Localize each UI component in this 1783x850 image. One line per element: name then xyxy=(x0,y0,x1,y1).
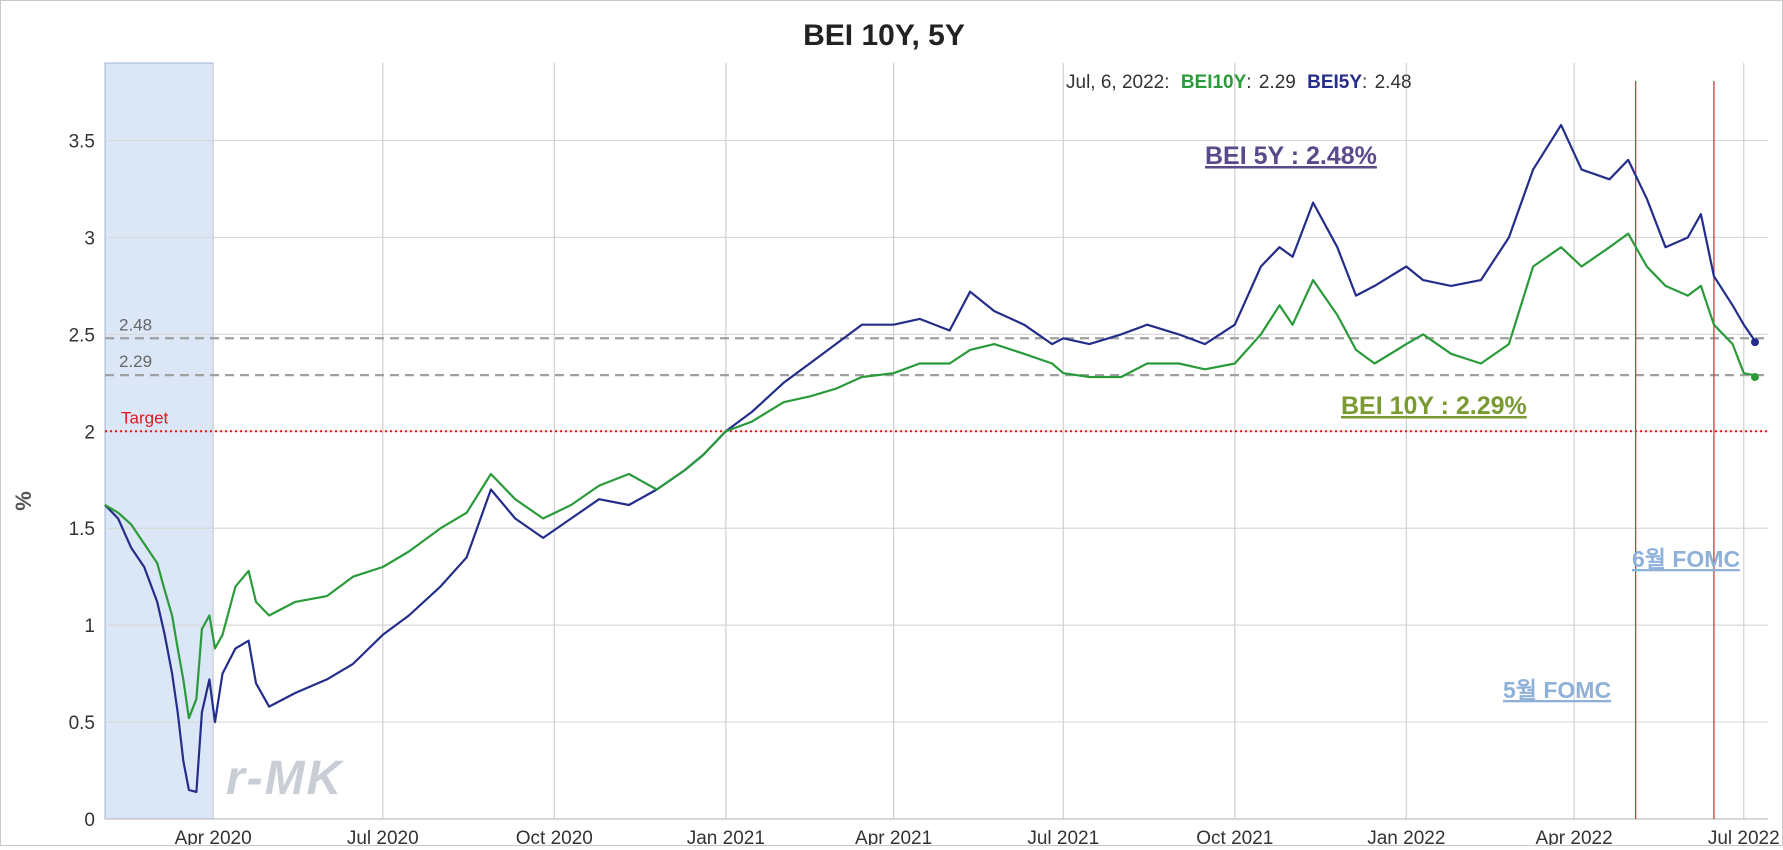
shaded-band xyxy=(104,62,214,820)
series-line-bei5y xyxy=(104,123,1756,793)
x-tick-label: Jul 2020 xyxy=(347,828,419,845)
series-end-marker-bei5y xyxy=(1750,338,1759,347)
reference-line-label: Target xyxy=(121,408,169,427)
series-layer xyxy=(104,123,1759,793)
chart-title: BEI 10Y, 5Y xyxy=(803,19,965,52)
x-tick-label: Jan 2021 xyxy=(687,828,765,845)
x-tick-label: Apr 2020 xyxy=(175,828,252,845)
y-tick-label: 3 xyxy=(84,228,95,249)
readout-bei10y-sep: : xyxy=(1246,72,1251,93)
y-tick-label: 1 xyxy=(84,616,95,637)
readout-bei5y-value: 2.48 xyxy=(1375,72,1412,93)
y-tick-label: 2 xyxy=(84,422,95,443)
callout-bei5y: BEI 5Y : 2.48% xyxy=(1205,142,1377,170)
series-line-bei10y xyxy=(104,232,1756,720)
reference-line-label: 2.29 xyxy=(119,352,152,371)
reference-lines-layer: 2.48 2.29 Target xyxy=(105,315,1768,433)
x-tick-label: Apr 2022 xyxy=(1536,828,1613,845)
x-tick-label: Apr 2021 xyxy=(855,828,932,845)
y-tick-label: 3.5 xyxy=(69,132,95,153)
readout-bei5y-name: BEI5Y xyxy=(1307,72,1362,93)
readout-date: Jul, 6, 2022: xyxy=(1066,72,1170,93)
callout-bei10y: BEI 10Y : 2.29% xyxy=(1341,392,1527,420)
x-tick-label: Oct 2020 xyxy=(516,828,593,845)
readout-bei10y-name: BEI10Y xyxy=(1181,72,1247,93)
x-tick-label: Oct 2021 xyxy=(1196,828,1273,845)
y-tick-label: 0 xyxy=(84,810,95,831)
readout-bei5y-sep: : xyxy=(1362,72,1367,93)
y-tick-label: 0.5 xyxy=(69,713,95,734)
y-tick-label: 2.5 xyxy=(69,325,95,346)
readout-bei10y-value: 2.29 xyxy=(1259,72,1296,93)
reference-line-label: 2.48 xyxy=(119,315,152,334)
x-tick-label: Jul 2022 xyxy=(1708,828,1780,845)
hover-readout: Jul, 6, 2022: BEI10Y: 2.29 BEI5Y: 2.48 xyxy=(1066,72,1412,93)
y-tick-label: 1.5 xyxy=(69,519,95,540)
y-axis-label: % xyxy=(11,491,36,511)
event-lines-layer xyxy=(1634,81,1715,819)
fomc-june-label: 6월 FOMC xyxy=(1632,546,1740,572)
grid-layer xyxy=(105,63,1768,820)
watermark: r-MK xyxy=(226,752,345,805)
series-end-marker-bei10y xyxy=(1750,373,1759,382)
x-tick-label: Jan 2022 xyxy=(1367,828,1445,845)
axis-layer: 0 0.5 1 1.5 2 2.5 3 3.5 Apr 2020 Jul 2020 Oct 2020… xyxy=(69,132,1780,849)
fomc-may-label: 5월 FOMC xyxy=(1503,677,1611,703)
recession-band-layer xyxy=(104,62,214,820)
x-tick-label: Jul 2021 xyxy=(1027,828,1099,845)
